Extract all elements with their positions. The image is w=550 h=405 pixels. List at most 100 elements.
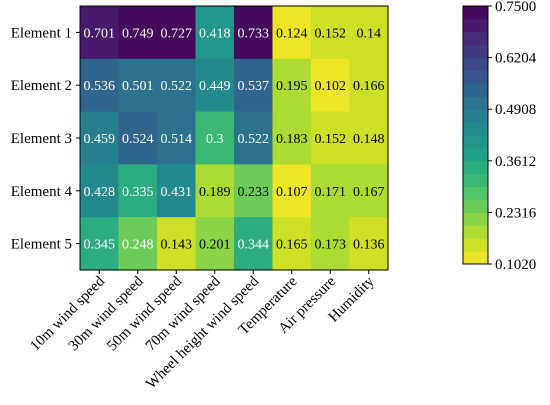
cell-value-label: 0.107 — [276, 185, 308, 200]
colorbar-segment — [463, 251, 488, 265]
row-label: Element 3 — [11, 131, 72, 147]
heatmap-cell — [118, 58, 158, 113]
heatmap-cell — [234, 6, 274, 60]
cell-value-label: 0.165 — [276, 238, 308, 253]
heatmap-cell — [234, 164, 274, 218]
cell-value-label: 0.143 — [161, 238, 193, 253]
colorbar-tick-label: 0.2316 — [495, 205, 537, 221]
heatmap-cell — [80, 58, 120, 113]
colorbar-segment — [463, 31, 488, 46]
colorbar-segment — [463, 225, 488, 239]
cell-value-label: 0.701 — [84, 26, 116, 41]
cell-value-label: 0.727 — [161, 26, 193, 41]
cell-value-label: 0.201 — [199, 238, 231, 253]
colorbar-segment — [463, 186, 488, 200]
colorbar-ticks: 0.7500 0.6204 0.4908 0.3612 0.2316 0.1020 — [488, 0, 537, 273]
colorbar-segment — [463, 160, 488, 175]
cell-value-label: 0.537 — [238, 79, 270, 94]
cell-value-label: 0.418 — [199, 26, 231, 41]
heatmap-cell — [272, 6, 312, 60]
row-label: Element 4 — [11, 184, 73, 200]
heatmap-cell — [80, 111, 120, 165]
cell-value-label: 0.749 — [122, 26, 154, 41]
colorbar-segment — [463, 238, 488, 252]
heatmap-cell — [80, 217, 120, 271]
cell-value-label: 0.335 — [122, 185, 154, 200]
heatmap-cell — [311, 217, 351, 271]
cell-value-label: 0.166 — [353, 79, 385, 94]
cell-value-label: 0.345 — [84, 238, 116, 253]
heatmap-cell — [118, 6, 158, 60]
colorbar-tick-label: 0.7500 — [495, 0, 536, 15]
colorbar-segment — [463, 57, 488, 71]
colorbar-segment — [463, 212, 488, 226]
cell-value-label: 0.449 — [199, 79, 231, 94]
cell-value-label: 0.189 — [199, 185, 231, 200]
colorbar-segment — [463, 135, 488, 149]
heatmap-cell — [234, 217, 274, 271]
heatmap-cells — [80, 6, 389, 271]
heatmap-cell — [80, 6, 120, 60]
cell-value-label: 0.536 — [84, 79, 116, 94]
heatmap-cell — [157, 164, 197, 218]
colorbar-tick-label: 0.6204 — [495, 51, 537, 67]
colorbar-segment — [463, 6, 488, 20]
colorbar-segment — [463, 173, 488, 188]
heatmap-cell — [118, 217, 158, 271]
colorbar-segment — [463, 199, 488, 213]
cell-value-label: 0.102 — [315, 79, 347, 94]
colorbar-segment — [463, 18, 488, 33]
row-label: Element 5 — [11, 237, 72, 253]
row-labels: Element 1 Element 2 Element 3 Element 4 Elem… — [11, 25, 80, 253]
cell-value-label: 0.431 — [161, 185, 193, 200]
heatmap-cell — [234, 58, 274, 113]
cell-value-label: 0.124 — [276, 26, 308, 41]
colorbar-tick-label: 0.1020 — [495, 257, 536, 273]
cell-value-label: 0.428 — [84, 185, 116, 200]
colorbar-segment — [463, 70, 488, 84]
heatmap-cell — [349, 6, 389, 60]
heatmap-cell — [349, 217, 389, 271]
cell-value-label: 0.248 — [122, 238, 154, 253]
cell-value-label: 0.459 — [84, 132, 116, 147]
heatmap-cell — [349, 111, 389, 165]
colorbar-segment — [463, 83, 488, 97]
heatmap-cell — [118, 111, 158, 165]
cell-value-label: 0.522 — [161, 79, 193, 94]
cell-value-label: 0.3 — [206, 132, 224, 147]
colorbar-segment — [463, 44, 488, 59]
heatmap-cell — [157, 6, 197, 60]
cell-value-label: 0.183 — [276, 132, 308, 147]
cell-value-label: 0.514 — [161, 132, 193, 147]
colorbar — [462, 5, 489, 265]
cell-value-label: 0.171 — [315, 185, 347, 200]
heatmap-cell — [311, 58, 351, 113]
colorbar-segment — [463, 96, 488, 110]
heatmap-cell — [80, 164, 120, 218]
heatmap-cell — [195, 217, 235, 271]
cell-value-label: 0.152 — [315, 26, 347, 41]
cell-value-label: 0.148 — [353, 132, 385, 147]
heatmap-cell — [195, 164, 235, 218]
cell-value-label: 0.344 — [238, 238, 270, 253]
colorbar-segment — [463, 147, 488, 162]
colorbar-tick-label: 0.3612 — [495, 154, 536, 170]
cell-value-label: 0.136 — [353, 238, 385, 253]
plot-frame — [79, 5, 389, 271]
heatmap-cell — [349, 58, 389, 113]
heatmap-cell — [272, 111, 312, 165]
cell-value-label: 0.233 — [238, 185, 270, 200]
cell-value-label: 0.195 — [276, 79, 308, 94]
colorbar-frame — [462, 5, 489, 265]
heatmap-cell — [157, 217, 197, 271]
heatmap-cell — [272, 58, 312, 113]
row-label: Element 1 — [11, 25, 72, 41]
colorbar-segment — [463, 109, 488, 123]
heatmap-cell — [311, 111, 351, 165]
heatmap-cell — [195, 6, 235, 60]
cell-value-label: 0.167 — [353, 185, 385, 200]
heatmap-cell — [311, 164, 351, 218]
cell-value-label: 0.733 — [238, 26, 270, 41]
cell-value-labels: 0.701 0.749 0.727 0.418 0.733 0.124 0.152 0.14 0… — [84, 26, 385, 252]
